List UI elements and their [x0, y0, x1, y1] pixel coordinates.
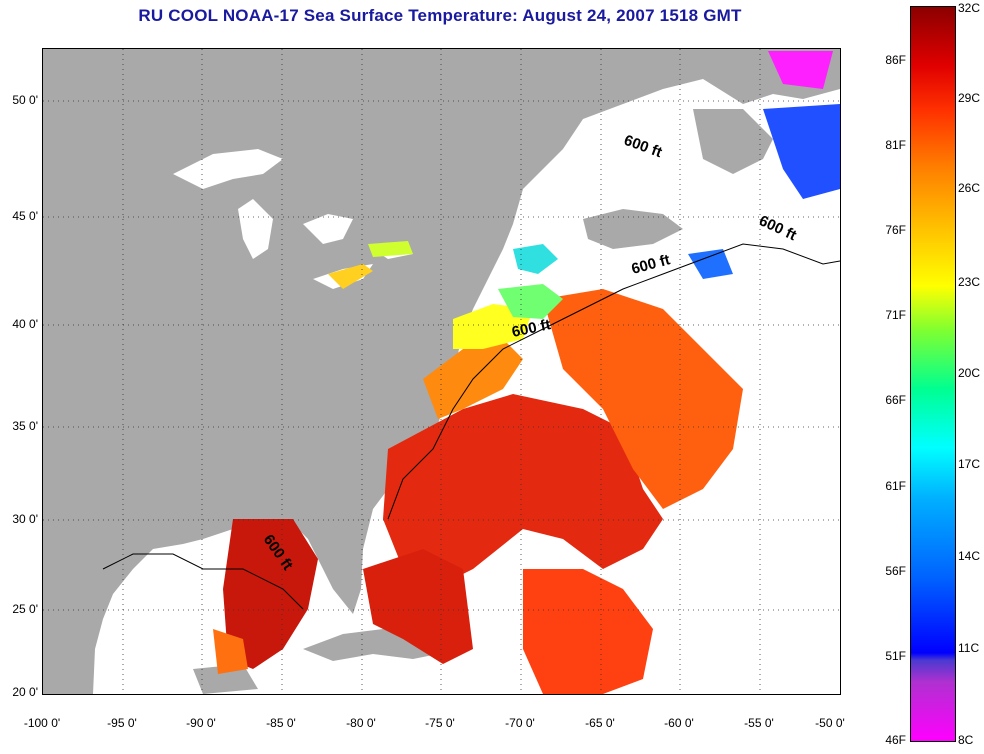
- x-tick: -95 0': [107, 716, 137, 730]
- land-canada-east: [583, 109, 773, 249]
- colorbar-fahrenheit-label: 71F: [885, 308, 906, 322]
- great-lakes: [173, 149, 413, 289]
- colorbar-celsius-label: 26C: [958, 181, 981, 195]
- y-tick: 40 0': [12, 317, 38, 331]
- x-tick: -50 0': [815, 716, 845, 730]
- sst-data: [213, 51, 840, 694]
- colorbar-celsius-label: 11C: [958, 641, 980, 655]
- y-tick: 25 0': [12, 602, 38, 616]
- map-title: RU COOL NOAA-17 Sea Surface Temperature:…: [138, 6, 742, 25]
- colorbar-celsius-label: 32C: [958, 1, 981, 15]
- colorbar-fahrenheit-label: 46F: [885, 733, 906, 747]
- x-tick: -85 0': [266, 716, 296, 730]
- x-tick: -55 0': [744, 716, 774, 730]
- sst-map-canvas: 600 ft 600 ft 600 ft 600 ft 600 ft: [43, 49, 840, 694]
- colorbar-fahrenheit-label: 81F: [885, 138, 906, 152]
- colorbar-fahrenheit-label: 86F: [885, 53, 906, 67]
- colorbar-celsius-label: 23C: [958, 275, 981, 289]
- colorbar-celsius-label: 29C: [958, 91, 981, 105]
- colorbar-celsius-label: 20C: [958, 366, 981, 380]
- colorbar-fahrenheit-label: 76F: [885, 223, 906, 237]
- contour-label-3: 600 ft: [630, 251, 672, 278]
- depth-contour-600ft: [102, 243, 840, 610]
- contour-label-2: 600 ft: [756, 212, 799, 244]
- colorbar-fahrenheit-label: 66F: [885, 393, 906, 407]
- colorbar-celsius-label: 17C: [958, 457, 981, 471]
- y-tick: 30 0': [12, 512, 38, 526]
- land-caribbean: [193, 629, 438, 694]
- x-tick: -100 0': [23, 716, 61, 730]
- colorbar-fahrenheit-label: 56F: [885, 564, 906, 578]
- x-tick: -70 0': [505, 716, 535, 730]
- y-tick: 50 0': [12, 93, 38, 107]
- x-tick: -80 0': [346, 716, 376, 730]
- x-tick: -65 0': [585, 716, 615, 730]
- colorbar-celsius-label: 8C: [958, 733, 974, 747]
- temperature-colorbar: [910, 6, 956, 742]
- x-tick: -75 0': [425, 716, 455, 730]
- contour-label-1: 600 ft: [622, 132, 665, 161]
- colorbar-fahrenheit-label: 61F: [885, 479, 906, 493]
- colorbar-celsius-label: 14C: [958, 549, 981, 563]
- x-tick: -90 0': [186, 716, 216, 730]
- colorbar-fahrenheit-label: 51F: [885, 649, 906, 663]
- x-tick: -60 0': [664, 716, 694, 730]
- sst-map: 600 ft 600 ft 600 ft 600 ft 600 ft: [42, 48, 841, 695]
- y-tick: 45 0': [12, 209, 38, 223]
- y-tick: 20 0': [12, 685, 38, 699]
- y-tick: 35 0': [12, 419, 38, 433]
